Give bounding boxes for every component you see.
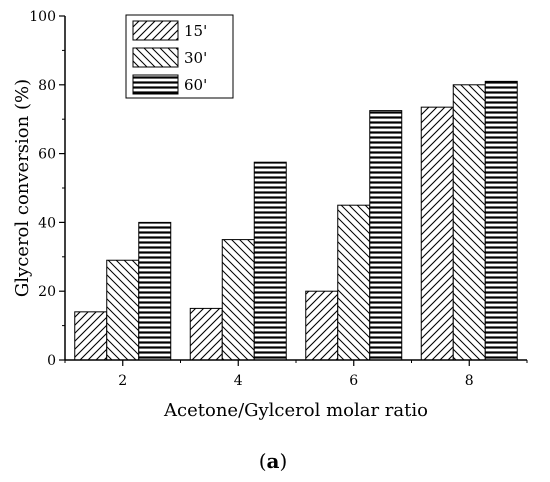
legend-swatch: [132, 20, 179, 41]
y-tick-label: 40: [38, 215, 56, 231]
bar-8-series-2: [452, 84, 486, 361]
bar-2-series-2: [106, 259, 140, 361]
bar-4-series-3: [253, 161, 287, 361]
y-tick-label: 80: [38, 78, 56, 94]
y-tick-label: 20: [38, 284, 56, 300]
legend-label: 60': [184, 76, 207, 94]
bar-6-series-1: [305, 290, 339, 361]
x-tick-label: 4: [234, 373, 243, 389]
bar-6-series-3: [369, 110, 403, 361]
x-tick-label: 8: [465, 373, 474, 389]
y-tick-label: 100: [29, 9, 56, 25]
y-tick-label: 60: [38, 147, 56, 163]
bar-6-series-2: [337, 204, 371, 361]
bar-2-series-3: [138, 221, 172, 361]
y-ticks: 0 20 40 60 80 100: [29, 9, 65, 369]
bars: [74, 80, 518, 361]
bar-8-series-1: [420, 106, 454, 361]
bar-4-series-2: [221, 239, 255, 361]
panel-label-close: ): [279, 449, 287, 473]
bar-2-series-1: [74, 311, 108, 361]
legend: 15' 30' 60': [125, 14, 234, 99]
bar-8-series-3: [484, 80, 518, 361]
legend-frame: [125, 14, 234, 99]
x-axis-title: Acetone/Gylcerol molar ratio: [163, 400, 428, 421]
panel-label: (a): [259, 449, 288, 473]
legend-label: 15': [184, 22, 207, 40]
legend-swatch: [132, 74, 179, 95]
x-tick-label: 2: [118, 373, 127, 389]
bar-4-series-1: [189, 307, 223, 361]
legend-swatch: [132, 47, 179, 68]
y-axis-title: Glycerol conversion (%): [12, 79, 33, 297]
legend-label: 30': [184, 49, 207, 67]
panel-label-letter: a: [267, 449, 280, 473]
x-tick-label: 6: [349, 373, 358, 389]
y-tick-label: 0: [47, 353, 56, 369]
panel-label-open: (: [259, 449, 267, 473]
x-ticks: 2 4 6 8: [64, 360, 528, 389]
